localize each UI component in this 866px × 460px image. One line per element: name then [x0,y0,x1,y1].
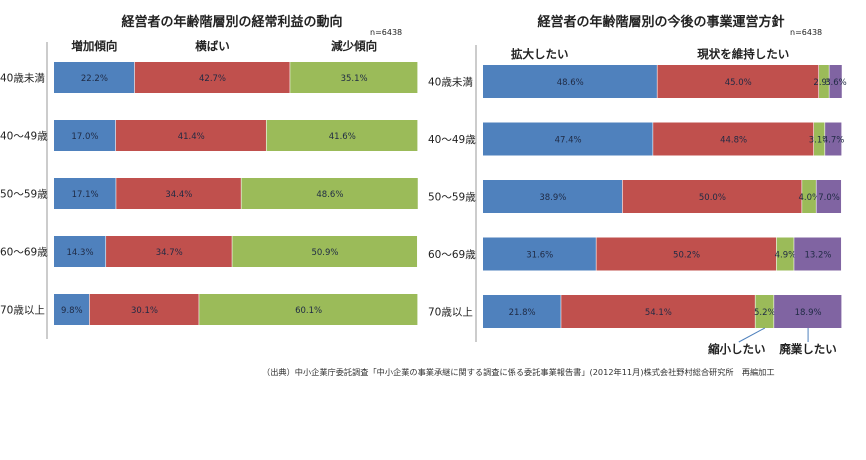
profit-bar-3 [232,236,418,267]
policy-bar-2 [596,237,777,271]
profit-data-label: 17.0% [71,132,98,142]
policy-data-label: 50.0% [699,193,726,203]
policy-bar-2 [653,122,814,156]
policy-legend-label: 廃業したい [779,342,837,356]
policy-bar-4 [794,237,842,271]
policy-data-label: 3.1% [809,136,831,146]
policy-legend-label: 拡大したい [511,47,569,61]
profit-bar-1 [54,62,135,93]
policy-data-label: 4.9% [775,251,797,261]
policy-category-label: 70歳以上 [428,307,473,319]
profit-category-label: 40～49歳 [0,131,48,143]
policy-bar-1 [483,65,657,98]
policy-data-label: 4.7% [823,136,845,146]
policy-callout-line [738,327,766,343]
profit-data-label: 22.2% [81,74,108,84]
policy-bar-3 [813,122,825,156]
profit-bar-3 [241,178,418,209]
profit-data-label: 34.4% [165,190,192,200]
policy-bar-2 [622,180,802,213]
profit-category-label: 70歳以上 [0,305,45,317]
policy-data-label: 54.1% [645,308,672,318]
policy-data-label: 13.2% [804,251,831,261]
profit-trend-chart: 経営者の年齢階層別の経常利益の動向 n=6438 40歳未満 22.2% 42.7% 35… [0,14,418,339]
profit-bar-3 [290,62,418,93]
policy-data-label: 48.6% [557,78,584,88]
policy-category-label: 40歳未満 [428,77,473,89]
profit-data-label: 34.7% [156,248,183,258]
profit-data-label: 17.1% [72,190,99,200]
profit-category-label: 40歳未満 [0,73,45,85]
profit-bar-3 [266,120,418,151]
policy-bar-3 [819,65,829,98]
policy-category-label: 40～49歳 [428,134,476,146]
profit-bar-1 [54,294,90,325]
policy-bar-3 [755,295,774,328]
policy-bar-1 [483,237,596,271]
policy-bar-2 [657,65,819,98]
profit-legend-label: 減少傾向 [331,39,377,53]
policy-bar-2 [561,295,755,328]
policy-category-label: 60～69歳 [428,249,476,261]
policy-bar-4 [774,295,842,328]
policy-data-label: 5.2% [754,308,776,318]
policy-legend-label: 現状を維持したい [697,47,789,61]
profit-data-label: 41.4% [178,132,205,142]
policy-data-label: 50.2% [673,251,700,261]
policy-data-label: 21.8% [509,308,536,318]
policy-data-label: 47.4% [555,136,582,146]
policy-bar-1 [483,180,623,213]
profit-data-label: 60.1% [295,306,322,316]
policy-bar-3 [802,180,816,213]
profit-data-label: 50.9% [311,248,338,258]
policy-bar-1 [483,295,561,328]
profit-bar-1 [54,236,106,267]
policy-bar-4 [829,65,842,98]
profit-bar-2 [134,62,290,93]
policy-category-label: 50～59歳 [428,192,476,204]
policy-data-label: 4.0% [799,193,821,203]
policy-bar-3 [776,237,794,271]
policy-chart-title: 経営者の年齢階層別の今後の事業運営方針 [537,14,784,30]
profit-bar-2 [116,178,241,209]
profit-legend-label: 増加傾向 [71,39,117,53]
profit-bar-1 [54,178,116,209]
profit-category-label: 50～59歳 [0,189,48,201]
profit-data-label: 41.6% [329,132,356,142]
policy-sample-size: n=6438 [790,28,822,37]
profit-bar-2 [89,294,199,325]
profit-bar-2 [115,120,266,151]
source-note: （出典）中小企業庁委託調査「中小企業の事業承継に関する調査に係る委託事業報告書」… [262,367,775,377]
policy-data-label: 2.9% [813,78,835,88]
policy-bar-4 [816,180,842,213]
profit-legend-label: 横ばい [195,39,230,53]
profit-data-label: 42.7% [199,74,226,84]
profit-data-label: 48.6% [316,190,343,200]
policy-data-label: 18.9% [795,308,822,318]
policy-data-label: 3.6% [825,78,847,88]
profit-chart-title: 経営者の年齢階層別の経常利益の動向 [121,14,342,30]
policy-data-label: 45.0% [725,78,752,88]
policy-data-label: 7.0% [818,193,840,203]
policy-legend-label: 縮小したい [708,342,766,356]
profit-data-label: 14.3% [67,248,94,258]
profit-bar-1 [54,120,116,151]
profit-data-label: 9.8% [61,306,83,316]
profit-category-label: 60～69歳 [0,247,48,259]
business-policy-chart: 経営者の年齢階層別の今後の事業運営方針 n=6438 40歳未満 48.6% 45.0%… [428,14,847,356]
profit-data-label: 30.1% [131,306,158,316]
profit-bar-2 [106,236,232,267]
profit-sample-size: n=6438 [370,28,402,37]
profit-bar-3 [199,294,418,325]
policy-data-label: 38.9% [539,193,566,203]
policy-bar-4 [825,122,842,156]
policy-bar-1 [483,122,653,156]
policy-data-label: 44.8% [720,136,747,146]
policy-data-label: 31.6% [526,251,553,261]
profit-data-label: 35.1% [341,74,368,84]
